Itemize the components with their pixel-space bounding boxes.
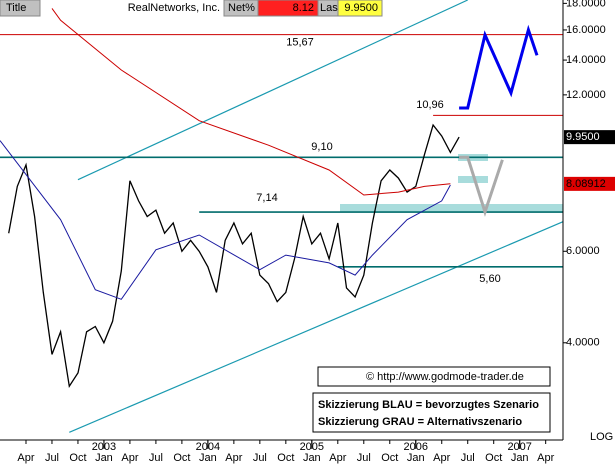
plot-area: 15,67 10,96 9,10 7,14 5,60 xyxy=(0,0,564,433)
y-tick-label: 12.0000 xyxy=(566,89,606,101)
y-tick-label: 16.0000 xyxy=(566,24,606,36)
series-line xyxy=(459,24,539,110)
header-last-label: Last xyxy=(320,2,341,14)
trendline xyxy=(69,221,564,433)
y-tick-label: 4.0000 xyxy=(566,337,600,349)
copyright-box xyxy=(317,366,551,387)
year-label: 2003 xyxy=(92,441,116,453)
year-label: 2005 xyxy=(300,441,324,453)
x-tick-label: Jan xyxy=(95,452,113,464)
year-label: 2007 xyxy=(507,441,531,453)
year-label: 2004 xyxy=(196,441,220,453)
zone xyxy=(340,204,563,212)
x-tick-label: Jul xyxy=(357,452,371,464)
price-marker xyxy=(564,130,615,145)
x-tick-label: Jul xyxy=(253,452,267,464)
header-net-label: Net% xyxy=(228,2,255,14)
x-tick-label: Jul xyxy=(45,452,59,464)
header-last-value: 9.9500 xyxy=(344,2,378,14)
price-marker xyxy=(564,176,615,191)
x-tick-label: Apr xyxy=(537,452,554,464)
x-tick-label: Oct xyxy=(381,452,398,464)
copyright: © http://www.godmode-trader.de xyxy=(366,371,524,383)
header-title: Title xyxy=(6,2,26,14)
x-tick-label: Jan xyxy=(303,452,321,464)
note: Skizzierung BLAU = bevorzugtes Szenario xyxy=(318,399,539,411)
scale-label: LOG xyxy=(590,431,613,443)
note: Skizzierung GRAU = Alternativszenario xyxy=(318,416,522,428)
x-tick-label: Oct xyxy=(277,452,294,464)
y-tick-label: 6.0000 xyxy=(566,245,600,257)
header-name: RealNetworks, Inc. xyxy=(128,2,220,14)
header-net-value: 8.12 xyxy=(293,2,314,14)
note-box xyxy=(312,392,551,433)
header-cell xyxy=(0,0,41,17)
year-label: 2006 xyxy=(404,441,428,453)
level-label: 5,60 xyxy=(479,273,500,285)
x-tick-label: Jan xyxy=(511,452,529,464)
x-tick-label: Jan xyxy=(407,452,425,464)
price-marker-label: 9.9500 xyxy=(566,131,600,143)
zone xyxy=(458,176,488,183)
series-line xyxy=(459,155,504,217)
y-tick-label: 14.0000 xyxy=(566,54,606,66)
x-tick-label: Oct xyxy=(69,452,86,464)
x-tick-label: Oct xyxy=(485,452,502,464)
y-tick-label: 18.0000 xyxy=(566,0,606,9)
level-label: 9,10 xyxy=(311,141,332,153)
x-tick-label: Apr xyxy=(433,452,450,464)
series-line xyxy=(0,140,451,300)
level-label: 10,96 xyxy=(416,99,444,111)
level-label: 15,67 xyxy=(286,37,314,49)
price-marker-label: 8.08912 xyxy=(566,178,606,190)
series-line xyxy=(8,123,460,388)
x-tick-label: Apr xyxy=(225,452,242,464)
x-tick-label: Apr xyxy=(17,452,34,464)
x-tick-label: Jul xyxy=(149,452,163,464)
trendline xyxy=(77,0,468,181)
x-tick-label: Jul xyxy=(461,452,475,464)
series-line xyxy=(51,8,451,196)
header-cell xyxy=(337,0,383,17)
x-tick-label: Apr xyxy=(121,452,138,464)
x-tick-label: Apr xyxy=(329,452,346,464)
axes: 4.0000 6.0000 12.0000 14.0000 16.0000 18.0000… xyxy=(17,0,615,464)
x-tick-label: Oct xyxy=(173,452,190,464)
level-label: 7,14 xyxy=(256,192,277,204)
x-tick-label: Jan xyxy=(199,452,217,464)
